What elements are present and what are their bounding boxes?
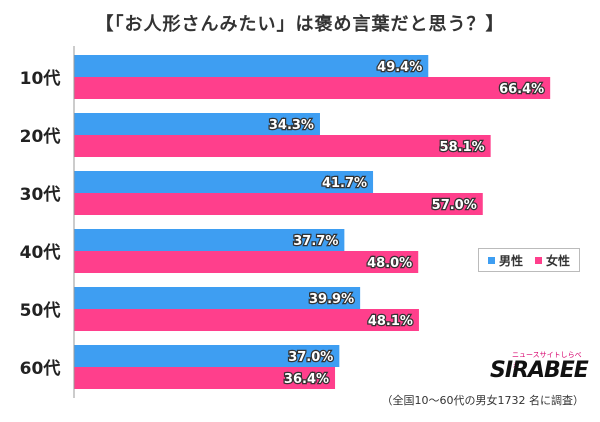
data-label: 36.4%: [284, 372, 329, 387]
bar-female: [74, 193, 483, 215]
logo-subtitle: ニュースサイトしらべぇ: [512, 351, 582, 369]
category-label: 30代: [20, 184, 61, 205]
bar-male: [74, 345, 340, 367]
legend-label-male: 男性: [498, 253, 523, 268]
bar-female: [74, 251, 419, 273]
survey-footnote: （全国10～60代の男女1732 名に調査）: [381, 394, 584, 407]
legend: 男性 女性: [478, 248, 580, 272]
data-label: 34.3%: [269, 118, 314, 133]
category-label: 40代: [20, 242, 61, 263]
legend-label-female: 女性: [546, 253, 571, 268]
chart-title: 【「お人形さんみたい」は褒め言葉だと思う？】: [95, 14, 505, 35]
data-label: 37.0%: [288, 350, 333, 365]
category-label: 20代: [20, 126, 61, 147]
data-label: 39.9%: [309, 292, 354, 307]
data-label: 37.7%: [293, 234, 338, 249]
logo-wordmark: SIRABEE: [490, 358, 589, 383]
category-label: 60代: [20, 358, 61, 379]
data-label: 66.4%: [499, 82, 544, 97]
bar-female: [74, 77, 551, 99]
bar-female: [74, 309, 419, 331]
data-label: 57.0%: [432, 198, 477, 213]
data-label: 58.1%: [440, 140, 485, 155]
sirabee-logo: ニュースサイトしらべぇ SIRABEE: [486, 350, 589, 386]
bar-male: [74, 287, 361, 309]
data-label: 48.1%: [368, 314, 413, 329]
bar-male: [74, 113, 320, 135]
bar-male: [74, 55, 429, 77]
bar-female: [74, 367, 336, 389]
data-label: 48.0%: [367, 256, 412, 271]
data-label: 41.7%: [322, 176, 367, 191]
data-label: 49.4%: [377, 60, 422, 75]
legend-swatch-female: [535, 256, 542, 264]
bar-male: [74, 171, 374, 193]
category-label: 50代: [20, 300, 61, 321]
bar-male: [74, 229, 345, 251]
bar-female: [74, 135, 491, 157]
legend-item-male: 男性: [487, 252, 523, 269]
category-label: 10代: [20, 68, 61, 89]
legend-item-female: 女性: [535, 252, 570, 269]
legend-swatch-male: [487, 256, 495, 264]
